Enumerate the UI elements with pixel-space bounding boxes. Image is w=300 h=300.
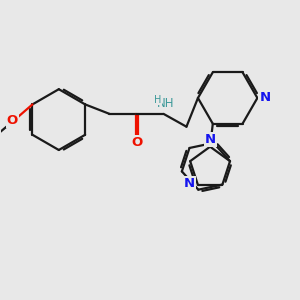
Text: N: N bbox=[259, 92, 270, 104]
Text: O: O bbox=[7, 114, 18, 127]
Text: N: N bbox=[205, 133, 216, 146]
Text: O: O bbox=[131, 136, 142, 149]
Text: N: N bbox=[184, 177, 195, 190]
Text: H: H bbox=[154, 95, 161, 105]
Text: NH: NH bbox=[157, 97, 174, 110]
